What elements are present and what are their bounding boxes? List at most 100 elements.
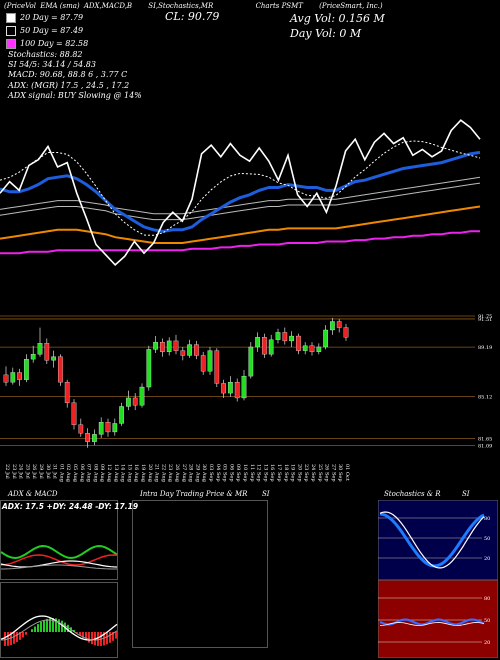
candle-body	[146, 349, 152, 388]
candle-body	[296, 335, 301, 351]
date-tick-label: 08 Aug	[92, 464, 98, 483]
candle-body	[200, 355, 206, 372]
macd-histogram-bar	[43, 620, 45, 632]
macd-histogram-bar	[49, 618, 51, 632]
stochastics-value: Stochastics: 88.82	[8, 50, 83, 59]
day-volume: Day Vol: 0 M	[290, 27, 362, 40]
date-tick-label: 09 Sep	[235, 464, 241, 482]
macd-histogram-bar	[85, 632, 87, 641]
candle-body	[98, 422, 104, 435]
date-tick-label: 26 Jul	[31, 464, 37, 479]
ema-grey-line	[0, 182, 481, 221]
date-tick-label: 03 Sep	[208, 464, 214, 482]
legend-100-day: 100 Day = 82.58	[6, 39, 88, 49]
intra-panel-title: Intra Day Trading Price & MR	[140, 490, 248, 498]
candle-body	[24, 358, 29, 380]
macd-histogram-bar	[16, 632, 18, 643]
macd-histogram-bar	[46, 618, 48, 632]
price-level-label: 81.65	[478, 437, 492, 443]
date-tick-label: 13 Aug	[113, 464, 119, 483]
candle-body	[92, 434, 97, 442]
candle-body	[221, 383, 226, 394]
candle-body	[323, 329, 328, 348]
macd-histogram-bar	[97, 632, 99, 646]
candle-body	[3, 374, 9, 383]
date-tick-label: 30 Sep	[337, 464, 343, 482]
price-level-label: 89.19	[478, 345, 492, 351]
date-tick-label: 25 Jul	[24, 464, 30, 479]
date-tick-label: 28 Aug	[188, 464, 194, 483]
date-tick-label: 02 Aug	[65, 464, 71, 483]
candle-body	[316, 346, 322, 352]
candle-body	[139, 386, 145, 406]
date-tick-label: 25 Sep	[317, 464, 323, 482]
stochastics-tick: 50	[484, 536, 490, 542]
date-tick-label: 11 Sep	[249, 464, 255, 482]
legend-50-day: 50 Day = 87.49	[6, 26, 83, 36]
tab-adx-macd[interactable]: ADX,MACD,B	[83, 2, 133, 10]
date-tick-label: 23 Sep	[303, 464, 309, 482]
legend-swatch-100	[6, 39, 16, 49]
intra-day-panel	[132, 500, 268, 648]
price-level-label: 91.75	[478, 314, 492, 320]
date-tick-label: 14 Aug	[120, 464, 126, 483]
date-tick-label: 23 Jul	[11, 464, 17, 479]
candle-body	[248, 346, 254, 377]
date-tick-label: 29 Aug	[194, 464, 200, 483]
date-tick-label: 31 Jul	[52, 464, 58, 479]
macd-chart	[0, 615, 118, 646]
candle-body	[207, 350, 213, 372]
candle-body	[132, 397, 138, 406]
macd-histogram-bar	[73, 630, 75, 632]
legend-20-day: 20 Day = 87.79	[6, 13, 83, 23]
date-tick-label: 16 Sep	[269, 464, 275, 482]
candle-body	[309, 345, 315, 352]
price-level-label: 91.51	[478, 317, 492, 323]
candle-body	[30, 354, 36, 360]
date-tick-label: 29 Jul	[38, 464, 44, 479]
macd-histogram-bar	[40, 621, 42, 632]
macd-histogram-bar	[79, 632, 81, 636]
date-tick-label: 24 Sep	[310, 464, 316, 482]
candle-body	[234, 382, 240, 399]
date-tick-label: 20 Sep	[296, 464, 302, 482]
macd-value: MACD: 90.68, 88.8 6 , 3.77 C	[8, 70, 128, 79]
tab-charts[interactable]: Charts PSMT	[255, 2, 303, 10]
ema-dotted-line	[0, 140, 481, 236]
tab-pricevol[interactable]: (PriceVol	[4, 2, 36, 10]
macd-histogram-bar	[61, 620, 63, 632]
adx-signal: ADX signal: BUY Slowing @ 14%	[8, 91, 142, 100]
macd-histogram-bar	[22, 632, 24, 638]
candle-body	[228, 382, 233, 394]
date-tick-label: 05 Sep	[222, 464, 228, 482]
tab-ema[interactable]: EMA (sma)	[40, 2, 80, 10]
date-tick-label: 16 Aug	[133, 464, 139, 483]
date-tick-label: 15 Aug	[126, 464, 132, 483]
stochastics-tick: 20	[484, 556, 490, 562]
tab-si-stoch[interactable]: SI,Stochastics,MR	[148, 2, 214, 10]
stochastics-chart: 80 50 20	[378, 500, 498, 580]
date-tick-label: 09 Aug	[99, 464, 105, 483]
date-tick-label: 26 Aug	[174, 464, 180, 483]
date-tick-label: 04 Sep	[215, 464, 221, 482]
macd-histogram-bar	[91, 632, 93, 645]
macd-panel	[0, 582, 118, 658]
candle-body	[336, 321, 342, 328]
ema-100-line	[0, 230, 480, 255]
date-tick-label: 30 Jul	[45, 464, 51, 479]
candle-body	[262, 337, 267, 355]
candle-body	[58, 356, 63, 383]
macd-histogram-bar	[82, 632, 84, 639]
macd-histogram-bar	[25, 632, 27, 635]
price-level-label: 81.09	[478, 443, 492, 449]
adx-panel	[0, 500, 118, 580]
macd-histogram-bar	[112, 632, 114, 641]
candle-body	[289, 335, 294, 342]
mr-tick: 80	[484, 596, 490, 602]
macd-histogram-bar	[106, 632, 108, 645]
candle-body	[166, 340, 172, 352]
tab-company[interactable]: (PriceSmart, Inc.)	[319, 2, 383, 10]
legend-swatch-50	[6, 26, 16, 36]
macd-histogram-bar	[58, 619, 60, 632]
date-tick-label: 19 Sep	[290, 464, 296, 482]
